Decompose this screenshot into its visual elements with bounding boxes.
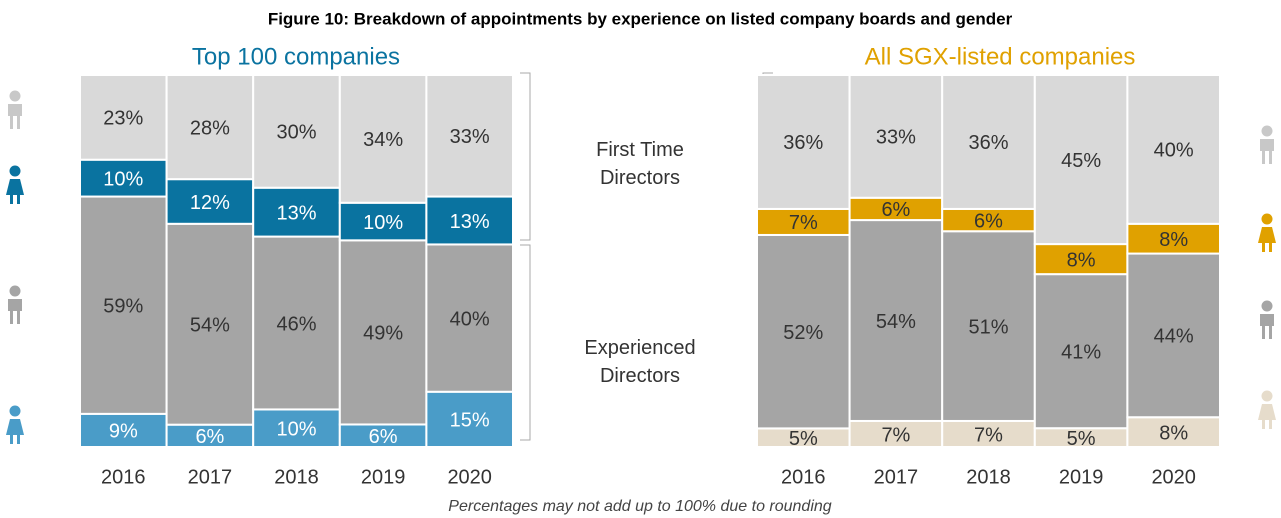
x-tick-label: 2020: [1151, 466, 1196, 488]
chart-title: Top 100 companies: [192, 43, 400, 70]
data-label: 10%: [103, 168, 143, 190]
bar-segment: [941, 419, 1036, 448]
annotation: First Time Directors: [596, 139, 684, 189]
data-label: 34%: [363, 129, 403, 151]
x-tick-label: 2018: [966, 466, 1011, 488]
bar-segment: [941, 230, 1036, 422]
data-label: 10%: [363, 212, 403, 234]
annotation: Experienced Directors: [584, 337, 696, 387]
data-label: 45%: [1061, 150, 1101, 172]
bar-segment: [941, 74, 1036, 210]
data-label: 44%: [1154, 326, 1194, 348]
data-label: 6%: [195, 426, 224, 448]
bar-segment: [425, 195, 514, 246]
x-tick-label: 2016: [781, 466, 826, 488]
bar-segment: [79, 74, 168, 161]
data-label: 33%: [450, 126, 490, 148]
bar-segment: [756, 207, 851, 236]
data-label: 8%: [1159, 422, 1188, 444]
data-label: 36%: [783, 132, 823, 154]
data-label: 9%: [109, 421, 138, 443]
icon-female: [6, 405, 24, 444]
data-label: 8%: [1067, 249, 1096, 271]
icon-female: [1258, 213, 1276, 252]
data-label: 5%: [789, 428, 818, 450]
data-label: 40%: [450, 308, 490, 330]
icon-male: [1260, 300, 1274, 339]
data-label: 54%: [876, 311, 916, 333]
x-tick-label: 2018: [274, 466, 319, 488]
bar-segment: [165, 74, 255, 181]
data-label: 13%: [276, 202, 316, 224]
bar-segment: [848, 219, 944, 422]
data-label: 6%: [881, 199, 910, 221]
data-label: 40%: [1154, 140, 1194, 162]
data-label: 30%: [276, 122, 316, 144]
figure-title: Figure 10: Breakdown of appointments by …: [268, 9, 1013, 28]
data-label: 59%: [103, 295, 143, 317]
bar-segment: [252, 235, 341, 411]
bracket: [520, 72, 531, 441]
bar-segment: [756, 74, 851, 210]
icon-male: [1260, 125, 1274, 164]
bar-segment: [756, 233, 851, 430]
data-label: 12%: [190, 192, 230, 214]
data-label: 52%: [783, 322, 823, 344]
data-label: 7%: [789, 212, 818, 234]
data-label: 5%: [1067, 428, 1096, 450]
data-label: 15%: [450, 410, 490, 432]
data-label: 23%: [103, 108, 143, 130]
data-label: 36%: [968, 132, 1008, 154]
x-tick-label: 2016: [101, 466, 146, 488]
data-label: 41%: [1061, 341, 1101, 363]
bar-segment: [848, 419, 944, 448]
data-label: 8%: [1159, 229, 1188, 251]
x-tick-label: 2019: [361, 466, 406, 488]
bar-segment: [1033, 74, 1129, 246]
icon-male: [8, 90, 22, 129]
x-tick-label: 2017: [874, 466, 919, 488]
bar-segment: [338, 239, 428, 426]
bar-segment: [338, 74, 428, 204]
data-label: 7%: [974, 424, 1003, 446]
bar-segment: [1126, 74, 1222, 225]
data-label: 33%: [876, 127, 916, 149]
bar-segment: [79, 158, 168, 198]
bar-segment: [1126, 416, 1222, 448]
footnote: Percentages may not add up to 100% due t…: [448, 498, 831, 515]
bar-segment: [425, 74, 514, 198]
data-label: 46%: [276, 313, 316, 335]
data-label: 6%: [369, 426, 398, 448]
data-label: 13%: [450, 211, 490, 233]
data-label: 28%: [190, 117, 230, 139]
x-tick-label: 2017: [188, 466, 233, 488]
data-label: 49%: [363, 323, 403, 345]
data-label: 7%: [881, 424, 910, 446]
x-tick-label: 2020: [447, 466, 492, 488]
data-label: 51%: [968, 316, 1008, 338]
icon-female: [1258, 390, 1276, 429]
bar-segment: [848, 74, 944, 199]
data-label: 6%: [974, 210, 1003, 232]
data-label: 10%: [276, 418, 316, 440]
icon-female: [6, 165, 24, 204]
x-tick-label: 2019: [1059, 466, 1104, 488]
icon-male: [8, 285, 22, 324]
chart-title: All SGX-listed companies: [865, 43, 1136, 70]
bar-segment: [1126, 222, 1222, 255]
bar-segment: [252, 74, 341, 189]
data-label: 54%: [190, 315, 230, 337]
